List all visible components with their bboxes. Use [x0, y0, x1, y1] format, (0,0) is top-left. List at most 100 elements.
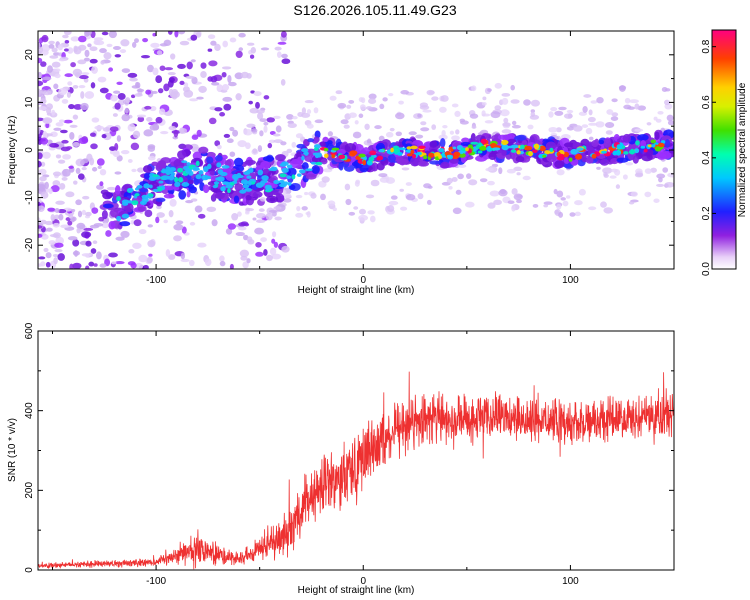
noise-blob: [128, 249, 135, 254]
noise-blob: [296, 205, 301, 212]
noise-blob: [223, 103, 232, 111]
noise-blob: [112, 151, 120, 158]
noise-blob: [310, 192, 317, 199]
signal-blob: [587, 146, 595, 152]
noise-blob: [132, 242, 142, 249]
noise-blob: [54, 73, 61, 79]
noise-blob: [63, 119, 73, 124]
noise-blob: [451, 176, 458, 183]
noise-blob: [250, 128, 258, 133]
noise-blob: [650, 167, 657, 173]
signal-core-blob: [349, 152, 356, 157]
noise-blob: [280, 31, 287, 38]
noise-blob: [238, 226, 247, 231]
noise-blob: [49, 55, 59, 59]
noise-blob: [260, 47, 270, 51]
noise-blob: [245, 208, 254, 212]
signal-blob: [439, 137, 446, 148]
signal-core-blob: [479, 146, 487, 151]
noise-blob: [38, 152, 43, 160]
noise-blob: [378, 135, 385, 142]
signal-core-blob: [223, 181, 230, 186]
noise-blob: [348, 112, 357, 118]
noise-blob: [511, 124, 521, 129]
noise-blob: [452, 207, 462, 215]
noise-blob: [358, 113, 364, 119]
noise-blob: [248, 100, 253, 105]
noise-blob: [314, 119, 324, 124]
noise-blob: [48, 44, 55, 49]
noise-blob: [266, 254, 273, 262]
signal-core-blob: [323, 148, 329, 152]
noise-blob: [89, 58, 98, 64]
signal-core-blob: [216, 162, 222, 168]
y-tick-label: 20: [24, 49, 35, 61]
noise-blob: [50, 214, 56, 222]
noise-blob: [465, 201, 475, 208]
noise-blob: [273, 241, 279, 248]
noise-blob: [51, 47, 58, 53]
noise-blob: [588, 122, 598, 126]
noise-blob: [449, 130, 455, 135]
noise-blob: [624, 97, 631, 104]
noise-blob: [221, 66, 232, 70]
noise-blob: [75, 167, 81, 175]
signal-core-blob: [635, 140, 640, 146]
noise-blob: [506, 168, 516, 174]
signal-blob: [632, 155, 639, 164]
signal-core-blob: [324, 153, 329, 159]
signal-core-blob: [416, 151, 422, 156]
signal-blob: [233, 195, 240, 204]
noise-blob: [204, 258, 212, 267]
noise-blob: [179, 40, 190, 46]
noise-blob: [85, 265, 90, 269]
signal-blob: [497, 134, 508, 140]
signal-core-blob: [558, 153, 565, 158]
noise-blob: [169, 198, 177, 207]
signal-blob: [233, 157, 244, 167]
noise-blob: [77, 59, 87, 65]
noise-blob: [254, 227, 264, 235]
signal-blob: [311, 165, 320, 174]
noise-blob: [93, 222, 104, 227]
noise-blob: [98, 216, 105, 222]
signal-blob: [137, 206, 147, 212]
noise-blob: [189, 98, 199, 102]
noise-blob: [45, 252, 52, 259]
noise-blob: [656, 173, 666, 179]
noise-blob: [42, 151, 51, 159]
noise-blob: [170, 53, 176, 60]
noise-blob: [168, 210, 174, 218]
noise-blob: [211, 81, 220, 86]
noise-blob: [656, 183, 665, 187]
noise-blob: [173, 129, 179, 138]
noise-blob: [67, 220, 73, 226]
noise-blob: [42, 76, 52, 81]
noise-blob: [127, 72, 138, 78]
signal-core-blob: [280, 181, 285, 186]
noise-blob: [46, 139, 53, 145]
noise-blob: [42, 131, 48, 139]
noise-blob: [136, 88, 145, 93]
signal-core-blob: [623, 151, 629, 155]
noise-blob: [190, 34, 198, 41]
noise-blob: [51, 109, 56, 116]
noise-blob: [388, 200, 399, 206]
signal-core-blob: [207, 163, 212, 170]
signal-blob: [288, 184, 296, 190]
noise-blob: [63, 31, 72, 36]
noise-blob: [487, 180, 495, 186]
noise-blob: [611, 112, 619, 117]
noise-blob: [73, 103, 83, 110]
noise-blob: [507, 200, 515, 205]
x-tick-label: 100: [562, 576, 579, 587]
noise-blob: [556, 203, 562, 210]
noise-blob: [235, 231, 245, 237]
noise-blob: [155, 216, 160, 224]
noise-blob: [354, 180, 360, 187]
noise-blob: [52, 253, 59, 258]
signal-blob: [301, 162, 309, 171]
noise-blob: [208, 117, 217, 125]
noise-blob: [558, 211, 564, 218]
noise-blob: [93, 37, 104, 41]
